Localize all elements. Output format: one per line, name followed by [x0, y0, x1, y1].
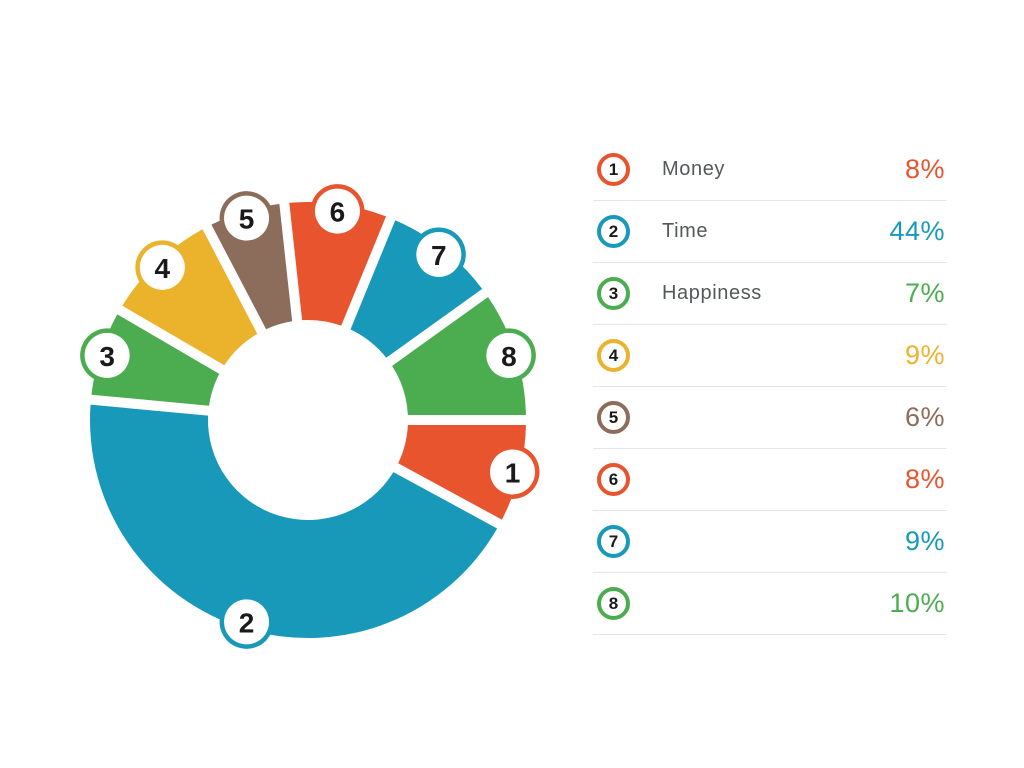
legend-row-5: 5 6%	[593, 387, 947, 449]
badge-face	[486, 332, 532, 378]
segment-badge-6: 6	[310, 184, 365, 239]
legend-badge-number: 4	[608, 346, 619, 365]
legend-badge-number: 5	[608, 408, 619, 427]
badge-face	[224, 599, 270, 645]
legend-row-6: 6 8%	[593, 449, 947, 511]
badge-number: 2	[239, 607, 255, 638]
legend-badge-number: 8	[608, 594, 619, 613]
legend-row-7: 7 9%	[593, 511, 947, 573]
badge-face	[224, 195, 270, 241]
badge-face	[314, 188, 360, 234]
legend-badge-number: 6	[608, 470, 619, 489]
badge-face	[490, 449, 536, 495]
legend-row-4: 4 9%	[593, 325, 947, 387]
badge-face	[139, 244, 185, 290]
donut-segment-1	[398, 425, 526, 520]
donut-segment-6	[289, 201, 386, 326]
legend-row-1: 1 Money 8%	[593, 139, 947, 201]
legend-badge: 1	[597, 153, 630, 186]
segment-badge-7: 7	[411, 227, 466, 282]
legend-row-8: 8 10%	[593, 573, 947, 635]
legend-badge-number: 2	[608, 222, 619, 241]
legend-label: Time	[662, 220, 709, 242]
legend-badge: 3	[597, 277, 630, 310]
badge-face	[84, 332, 130, 378]
donut-chart: 1 2 3 4 5 6 7 8	[80, 184, 540, 649]
legend-badge: 5	[597, 401, 630, 434]
donut-segment-4	[122, 229, 258, 366]
segment-badge-5: 5	[219, 191, 274, 246]
legend-row-3: 3 Happiness 7%	[593, 263, 947, 325]
legend-badge-number: 3	[608, 284, 619, 303]
legend-badge: 6	[597, 463, 630, 496]
legend-percent: 8%	[904, 154, 945, 184]
legend: 1 Money 8% 2 Time 44% 3 Happiness 7% 4 9% 5 6% 6 8% 7 9%…	[593, 139, 947, 635]
segment-badge-8: 8	[481, 328, 536, 383]
badge-number: 8	[501, 341, 517, 372]
legend-percent: 7%	[904, 278, 945, 308]
badge-face	[416, 231, 462, 277]
legend-badge-number: 1	[608, 160, 619, 179]
legend-percent: 44%	[889, 216, 945, 246]
segment-badge-2: 2	[219, 594, 274, 649]
badge-number: 3	[99, 341, 115, 372]
legend-percent: 10%	[889, 588, 945, 618]
legend-badge: 8	[597, 587, 630, 620]
segment-badge-4: 4	[135, 240, 190, 295]
legend-percent: 6%	[904, 402, 945, 432]
legend-badge: 7	[597, 525, 630, 558]
legend-badge: 2	[597, 215, 630, 248]
segment-badge-1: 1	[485, 444, 540, 499]
legend-label: Happiness	[662, 282, 762, 304]
donut-segment-2	[89, 404, 498, 639]
badge-number: 6	[330, 197, 346, 228]
badge-number: 7	[431, 240, 447, 271]
badge-number: 4	[155, 253, 171, 284]
legend-percent: 9%	[904, 526, 945, 556]
badge-number: 5	[239, 204, 255, 235]
segment-badge-3: 3	[80, 328, 135, 383]
legend-percent: 8%	[904, 464, 945, 494]
donut-segment-8	[392, 297, 526, 415]
legend-badge-number: 7	[608, 532, 619, 551]
legend-badge: 4	[597, 339, 630, 372]
legend-row-2: 2 Time 44%	[593, 201, 947, 263]
legend-percent: 9%	[904, 340, 945, 370]
badge-number: 1	[505, 457, 521, 488]
legend-label: Money	[662, 158, 726, 180]
